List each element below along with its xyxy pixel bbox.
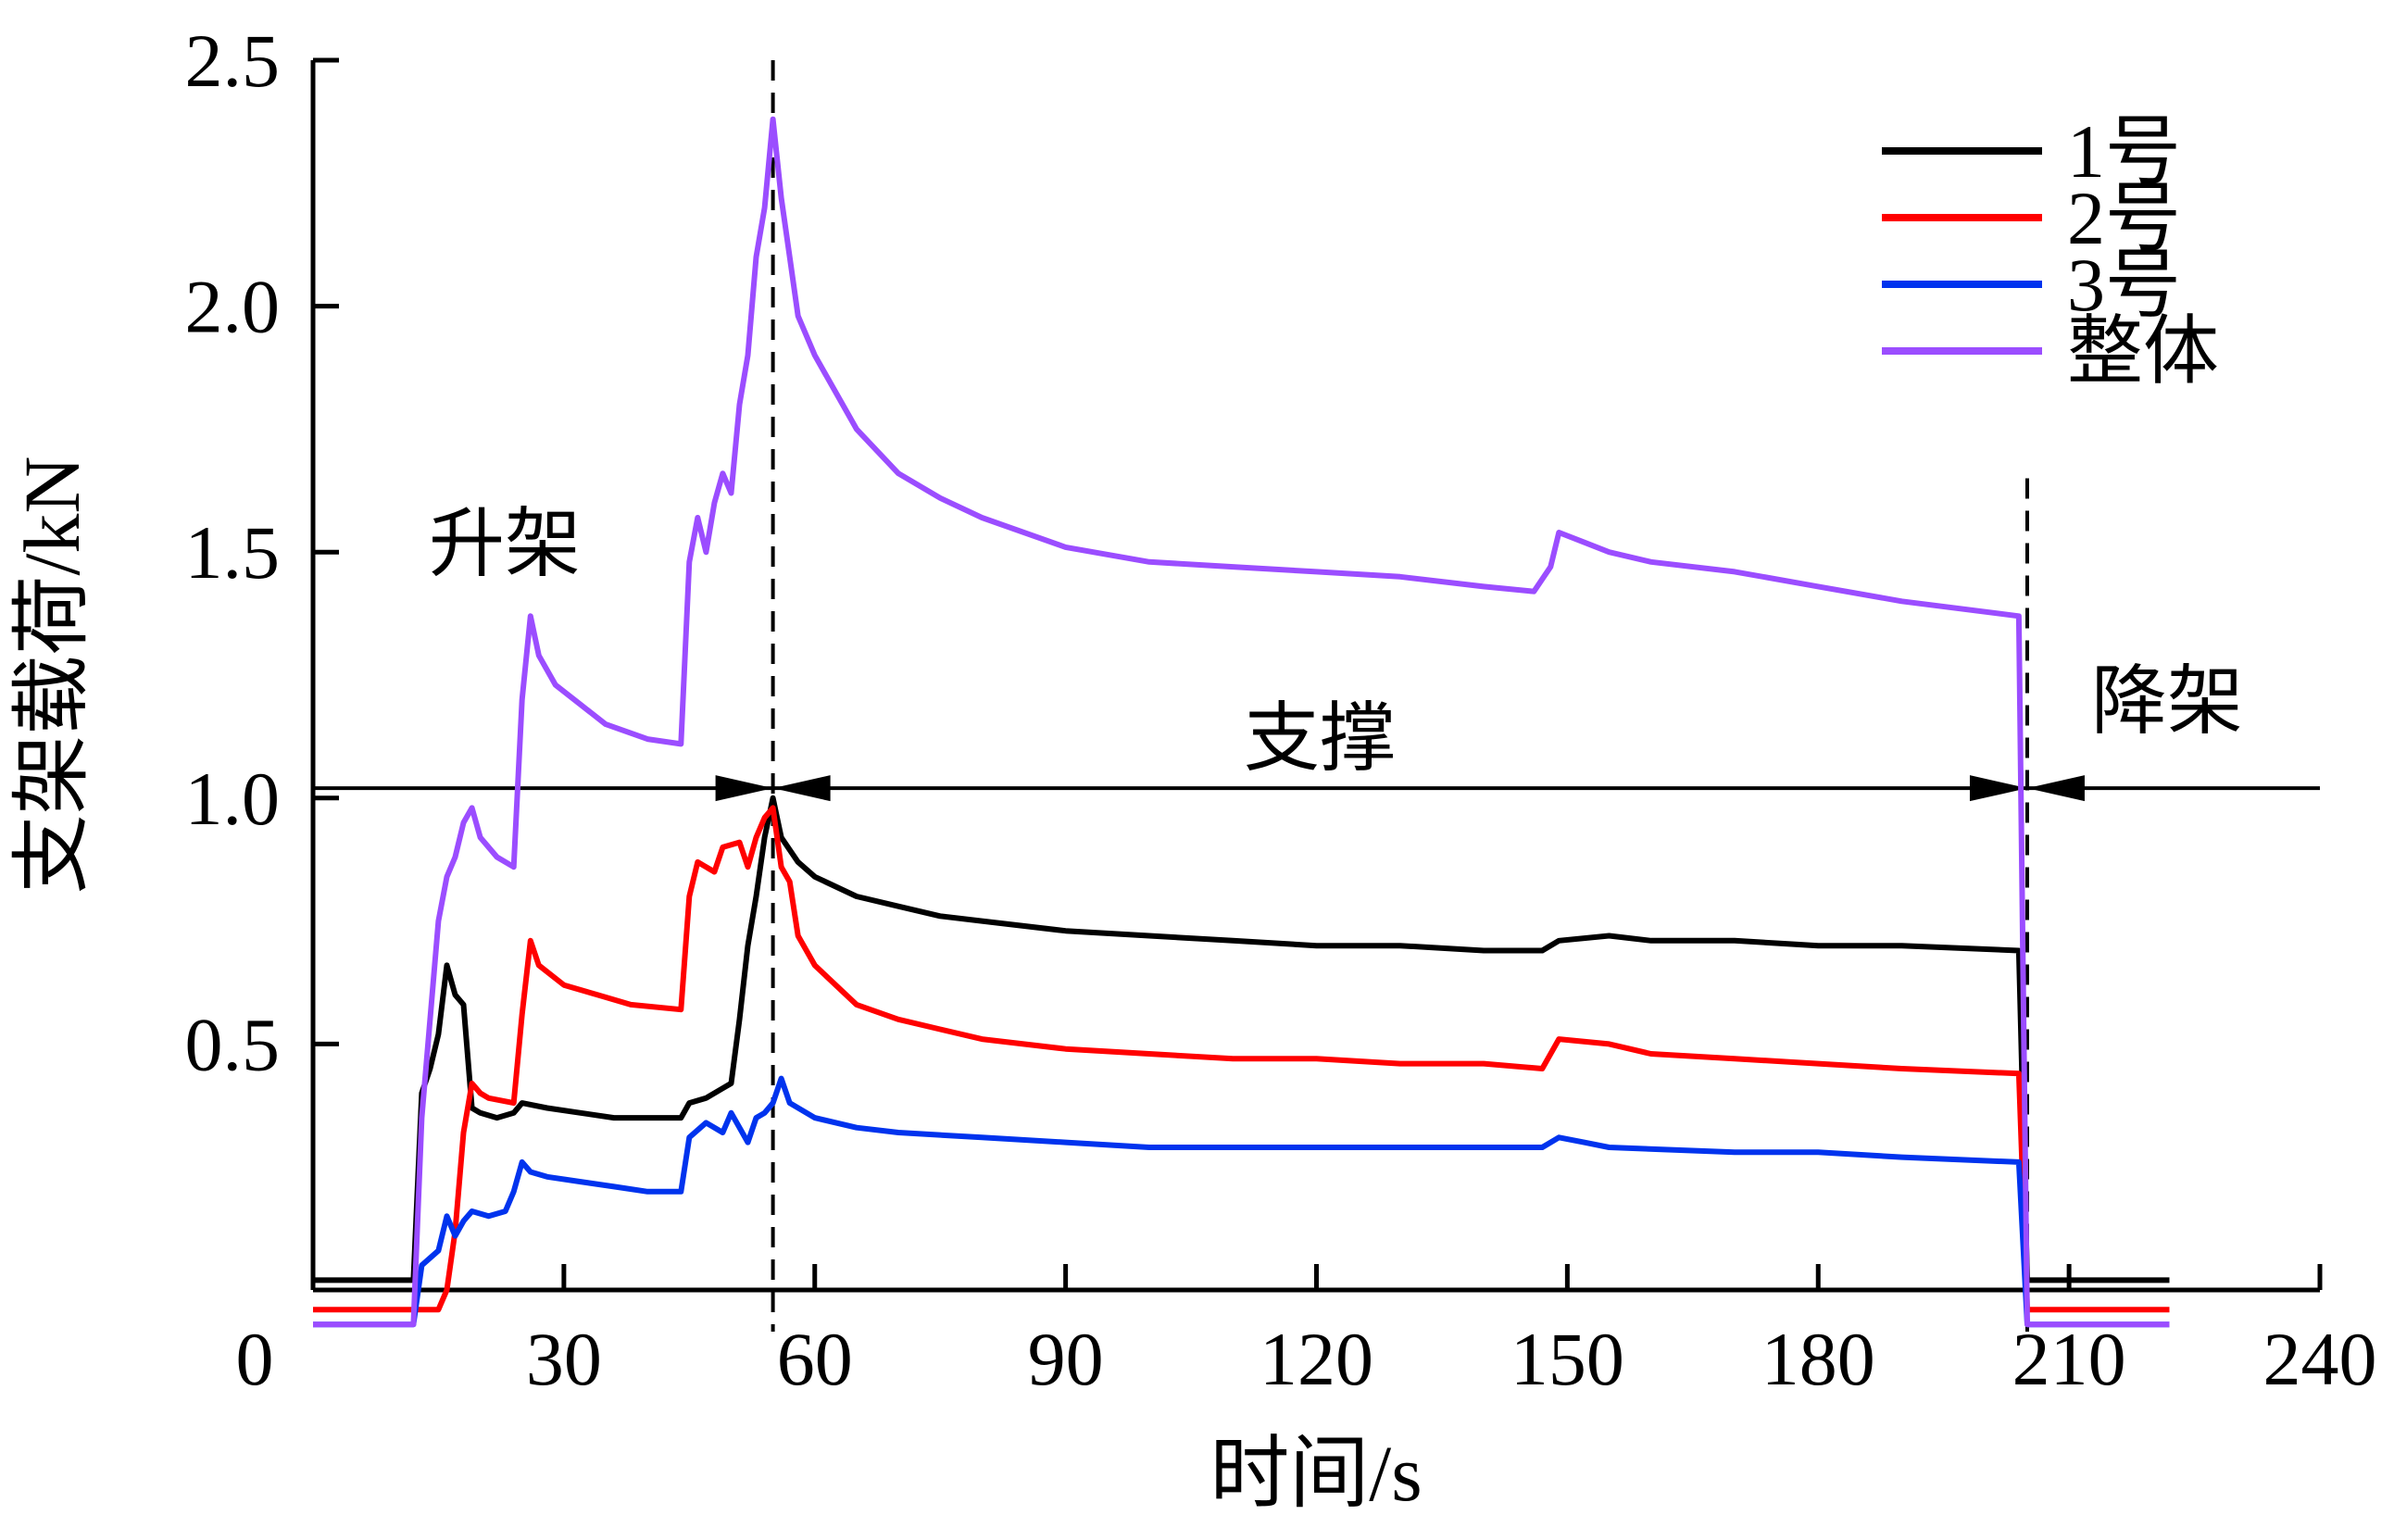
x-tick-label: 240 — [2263, 1317, 2377, 1401]
arrow-head-right — [772, 775, 831, 802]
x-tick-label: 180 — [1761, 1317, 1875, 1401]
x-tick-label: 0 — [236, 1317, 274, 1401]
series-lines — [313, 116, 2170, 1328]
y-tick-label: 0.5 — [185, 1002, 281, 1086]
x-tick-label: 210 — [2012, 1317, 2126, 1401]
arrow-head-left — [1969, 775, 2027, 802]
ticks: 0 30 60 90 120 150 180 210 240 0.5 1.0 1.5 2.0 2.5 — [185, 19, 2377, 1401]
series-line — [313, 805, 2170, 1313]
phase-label-support: 支撑 — [1244, 696, 1396, 781]
y-tick-label: 2.0 — [185, 265, 281, 349]
arrow-head-right — [2026, 775, 2085, 802]
arrow-head-left — [715, 775, 773, 802]
y-tick-label: 2.5 — [185, 19, 281, 103]
series-line — [313, 1075, 2170, 1328]
x-tick-label: 150 — [1510, 1317, 1624, 1401]
x-tick-label: 60 — [777, 1317, 853, 1401]
x-tick-label: 120 — [1260, 1317, 1373, 1401]
phase-label-rise: 升架 — [429, 502, 581, 586]
series-line — [313, 116, 2170, 1328]
y-tick-label: 1.5 — [185, 510, 281, 595]
x-axis-label: 时间/s — [1210, 1429, 1422, 1518]
phase-label-lower: 降架 — [2091, 659, 2243, 744]
legend-label: 整体 — [2067, 309, 2219, 394]
y-axis-label: 支架载荷/kN — [7, 457, 96, 895]
x-tick-label: 90 — [1028, 1317, 1104, 1401]
x-tick-label: 30 — [526, 1317, 602, 1401]
phase-markers — [313, 60, 2320, 1332]
legend-label: 1号 — [2067, 109, 2181, 194]
y-tick-label: 1.0 — [185, 757, 281, 841]
legend-label: 2号 — [2067, 176, 2181, 260]
legend-label: 3号 — [2067, 243, 2181, 327]
series-line — [313, 795, 2170, 1283]
